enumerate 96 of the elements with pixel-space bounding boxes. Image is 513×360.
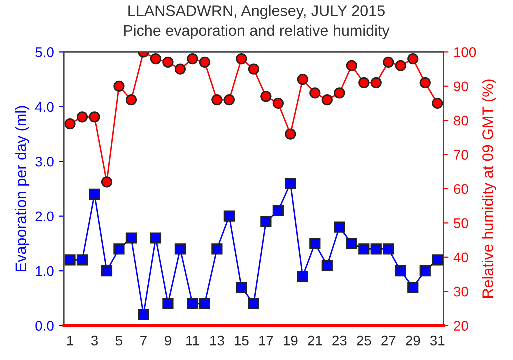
- point: [126, 232, 138, 244]
- point: [248, 64, 260, 75]
- point: [334, 222, 346, 233]
- x-tick-label: 5: [116, 336, 123, 346]
- x-tick-label: 17: [260, 336, 274, 346]
- y-axis-title: Evaporation per day (ml): [15, 106, 30, 272]
- x-tick-label: 9: [165, 336, 172, 346]
- point: [432, 98, 444, 110]
- point: [272, 98, 284, 110]
- x-tick-label: 31: [430, 336, 445, 346]
- point: [346, 238, 358, 250]
- point: [199, 298, 211, 310]
- x-tick-label: 23: [332, 336, 347, 346]
- point: [212, 244, 223, 255]
- point: [358, 244, 370, 255]
- point: [322, 94, 333, 106]
- chart-subtitle: Piche evaporation and relative humidity: [124, 24, 390, 40]
- point: [236, 282, 248, 294]
- x-tick-label: 15: [235, 336, 249, 346]
- y-tick-label: 4.0: [35, 102, 54, 112]
- y2-tick-label: 80: [454, 116, 468, 126]
- point: [114, 80, 125, 92]
- point: [322, 260, 333, 272]
- point: [212, 94, 223, 106]
- point: [114, 244, 125, 255]
- x-tick-label: 19: [284, 336, 298, 346]
- point: [126, 94, 138, 106]
- point: [260, 216, 272, 228]
- point: [174, 64, 186, 75]
- x-tick-label: 3: [91, 336, 98, 346]
- point: [395, 266, 406, 277]
- point: [76, 254, 88, 266]
- point: [370, 244, 382, 255]
- y2-tick-label: 100: [454, 48, 476, 58]
- point: [260, 91, 272, 102]
- point: [150, 53, 162, 65]
- y2-tick-label: 50: [454, 218, 468, 228]
- point: [224, 210, 235, 222]
- point: [297, 270, 308, 282]
- point: [408, 282, 419, 294]
- y-tick-label: 0.0: [36, 321, 54, 331]
- point: [236, 53, 248, 65]
- point: [187, 53, 198, 65]
- point: [187, 298, 198, 310]
- y2-axis-title: Relative humidity at 09 GMT (%): [482, 80, 496, 298]
- point: [297, 74, 308, 86]
- x-tick-label: 7: [140, 336, 147, 346]
- point: [272, 205, 284, 216]
- point: [224, 94, 235, 106]
- point: [383, 244, 394, 255]
- point: [64, 118, 76, 130]
- point: [101, 176, 113, 188]
- point: [370, 77, 382, 89]
- x-tick-label: 11: [186, 336, 200, 346]
- point: [334, 88, 346, 99]
- point: [162, 298, 174, 310]
- y2-tick-label: 20: [454, 321, 468, 331]
- y2-tick-label: 40: [454, 252, 468, 263]
- y2-tick-label: 60: [454, 184, 468, 194]
- x-tick-label: 21: [308, 336, 322, 346]
- x-tick-label: 25: [357, 336, 372, 346]
- y-tick-label: 1.0: [36, 266, 54, 276]
- y-tick-label: 5.0: [36, 48, 54, 58]
- point: [248, 298, 260, 310]
- point: [383, 56, 394, 68]
- x-tick-label: 13: [210, 336, 224, 346]
- x-tick-label: 29: [406, 336, 420, 346]
- point: [395, 60, 406, 72]
- y2-tick-label: 70: [454, 150, 468, 160]
- point: [150, 232, 162, 244]
- y-tick-label: 2.0: [36, 212, 54, 222]
- point: [101, 266, 113, 277]
- point: [420, 77, 431, 89]
- point: [285, 178, 296, 190]
- point: [64, 254, 76, 266]
- point: [285, 128, 296, 140]
- point: [138, 309, 150, 320]
- x-tick-label: 1: [67, 336, 74, 346]
- point: [76, 112, 88, 123]
- point: [346, 60, 358, 72]
- point: [358, 77, 370, 89]
- point: [432, 254, 444, 266]
- y2-tick-label: 90: [454, 82, 468, 92]
- chart-title: LLANSADWRN, Anglesey, JULY 2015: [128, 5, 385, 20]
- point: [89, 112, 100, 123]
- point: [408, 53, 419, 65]
- point: [420, 266, 431, 277]
- point: [310, 238, 321, 250]
- point: [89, 188, 100, 200]
- x-tick-label: 27: [382, 336, 396, 346]
- point: [199, 56, 211, 68]
- point: [310, 88, 321, 99]
- y-tick-label: 3.0: [36, 156, 54, 167]
- y2-tick-label: 30: [454, 286, 468, 297]
- point: [174, 244, 186, 255]
- point: [162, 56, 174, 68]
